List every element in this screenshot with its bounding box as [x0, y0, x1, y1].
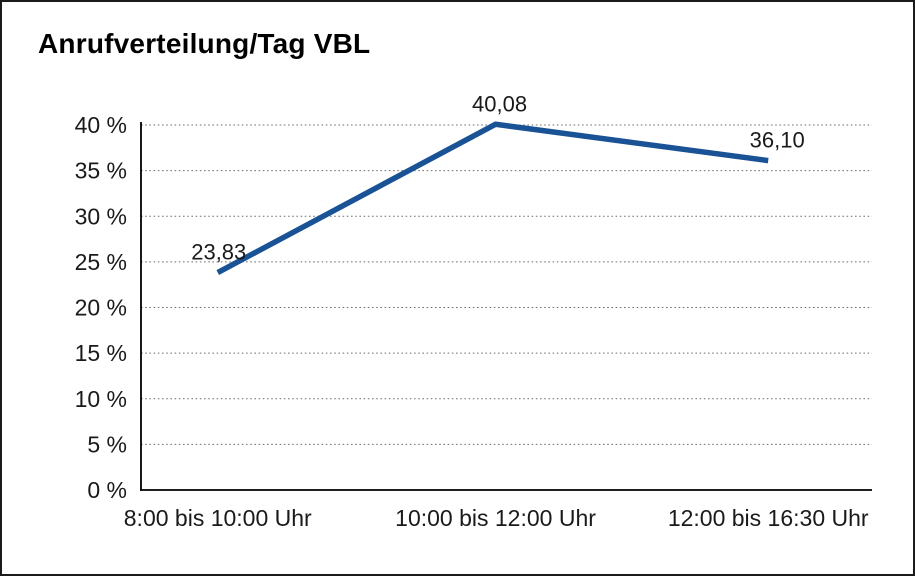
y-tick-label: 20 % — [75, 295, 127, 321]
x-tick-label: 12:00 bis 16:30 Uhr — [668, 505, 869, 531]
data-label: 40,08 — [472, 91, 527, 116]
data-line — [216, 121, 769, 275]
y-tick-label: 0 % — [87, 477, 127, 503]
chart-title: Anrufverteilung/Tag VBL — [38, 28, 371, 59]
x-tick-label: 8:00 bis 10:00 Uhr — [124, 505, 312, 531]
y-tick-label: 30 % — [75, 203, 127, 229]
y-tick-label: 10 % — [75, 386, 127, 412]
y-tick-label: 15 % — [75, 340, 127, 366]
y-tick-label: 5 % — [87, 431, 127, 457]
x-tick-label: 10:00 bis 12:00 Uhr — [395, 505, 596, 531]
y-tick-label: 40 % — [75, 112, 127, 138]
data-label: 23,83 — [191, 240, 246, 265]
y-tick-label: 25 % — [75, 249, 127, 275]
data-label: 36,10 — [750, 128, 805, 153]
y-tick-label: 35 % — [75, 158, 127, 184]
